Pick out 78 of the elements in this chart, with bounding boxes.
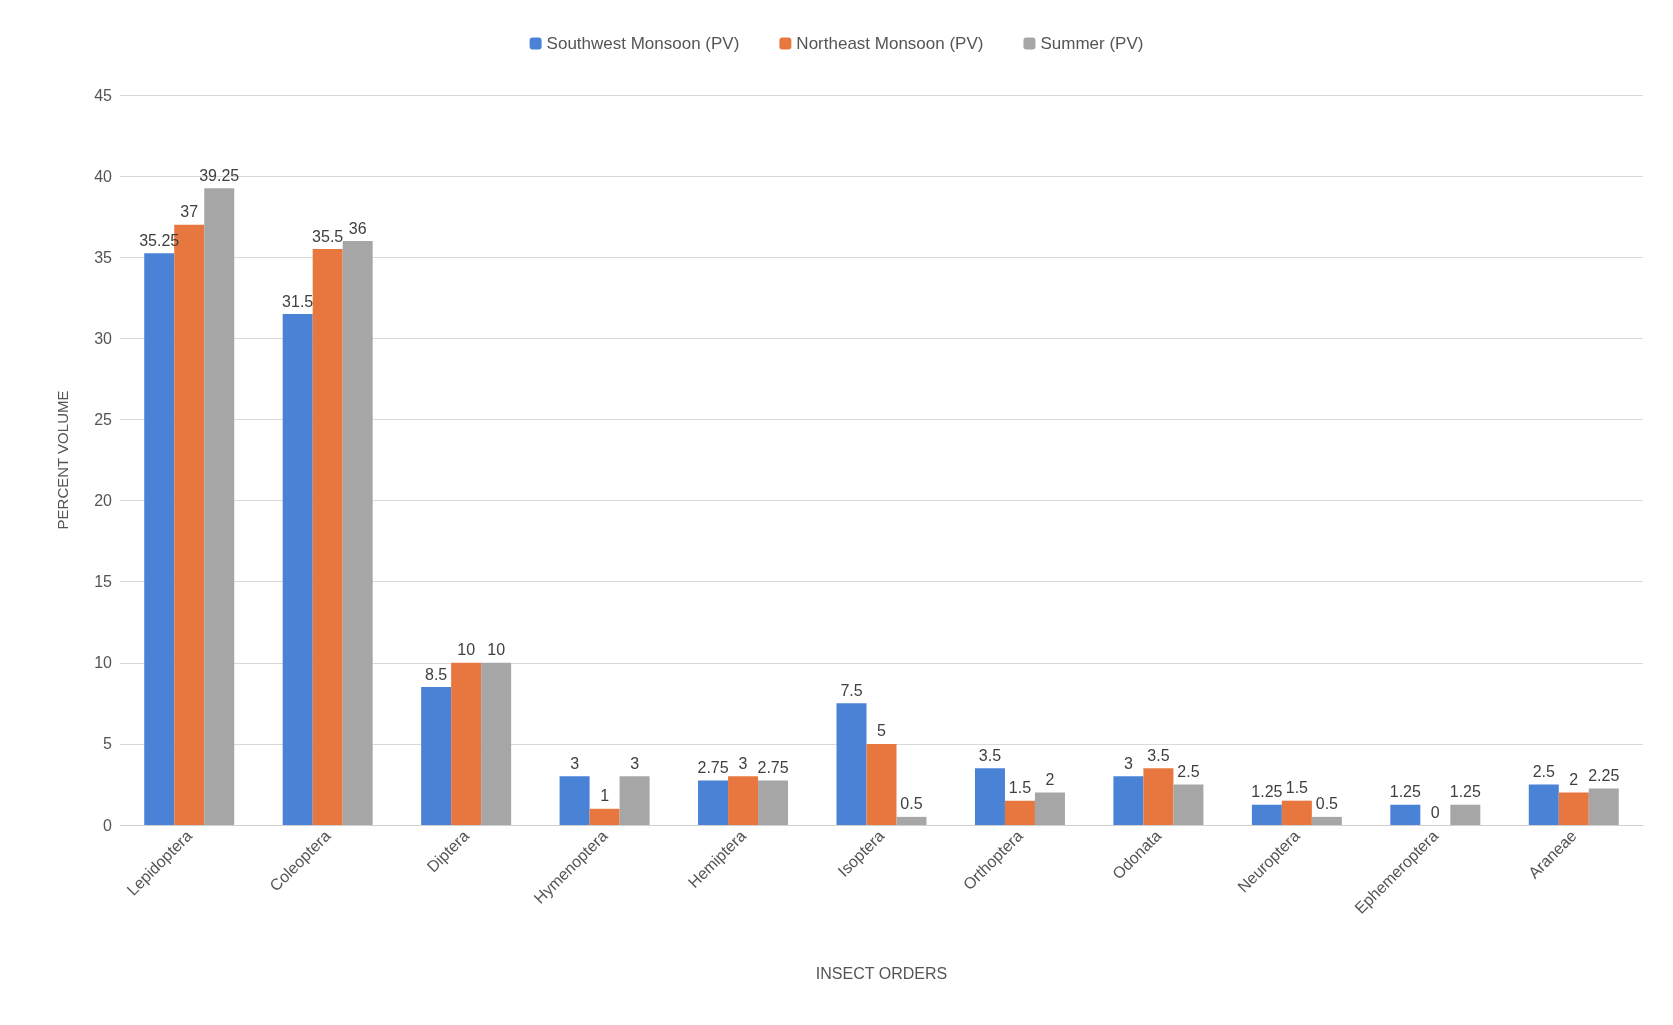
data-label: 2.75 [697, 758, 729, 776]
bar [758, 780, 789, 825]
data-label: 2 [1569, 771, 1579, 789]
data-label: 2.5 [1532, 762, 1555, 780]
bar [1450, 804, 1481, 825]
y-tick-label: 25 [94, 410, 113, 428]
data-label: 0.5 [1315, 795, 1339, 813]
legend-label: Northeast Monsoon (PV) [796, 34, 984, 53]
data-label: 3 [1123, 754, 1133, 772]
bar [1143, 768, 1174, 825]
data-label: 0.5 [900, 795, 923, 813]
bar [421, 687, 452, 825]
bar [1558, 792, 1589, 825]
data-label: 1.25 [1251, 783, 1283, 801]
y-tick-label: 5 [103, 735, 113, 753]
data-label: 3 [570, 754, 580, 772]
bar [1034, 792, 1065, 825]
bar [698, 780, 729, 825]
data-label: 8.5 [425, 665, 448, 683]
data-label: 31.5 [282, 292, 314, 310]
bar [451, 662, 482, 825]
data-label: 2.75 [757, 758, 789, 776]
x-axis-title: INSECT ORDERS [815, 964, 948, 982]
bar [1251, 804, 1282, 825]
bar [896, 816, 927, 825]
data-label: 3.5 [978, 746, 1002, 764]
data-label: 0 [1430, 803, 1440, 821]
data-label: 10 [457, 641, 476, 659]
data-label: 36 [348, 219, 367, 237]
y-tick-label: 40 [94, 167, 113, 185]
data-label: 1 [600, 787, 610, 805]
data-label: 1.5 [1008, 779, 1032, 797]
bar [619, 776, 650, 825]
bar [559, 776, 590, 825]
y-tick-label: 45 [94, 86, 113, 104]
data-label: 2.25 [1588, 767, 1620, 784]
data-label: 1.25 [1389, 783, 1421, 801]
bar [342, 241, 373, 825]
bar [836, 703, 867, 825]
data-label: 2 [1045, 771, 1055, 789]
data-label: 35.5 [312, 227, 344, 245]
y-tick-label: 35 [94, 248, 113, 266]
bar [1173, 784, 1204, 825]
bar [1004, 800, 1035, 825]
y-tick-label: 0 [103, 816, 113, 834]
data-label: 1.5 [1285, 779, 1309, 797]
bar [481, 662, 512, 825]
data-label: 1.25 [1449, 783, 1481, 801]
data-label: 5 [877, 722, 887, 740]
data-label: 37 [180, 203, 199, 221]
y-tick-label: 15 [94, 573, 113, 591]
bar [974, 768, 1005, 825]
y-tick-label: 30 [94, 329, 113, 347]
bar [312, 249, 343, 825]
y-axis-title: PERCENT VOLUME [54, 390, 71, 530]
y-tick-label: 20 [94, 492, 113, 510]
data-label: 10 [487, 641, 506, 659]
bar [144, 253, 175, 825]
legend-label: Southwest Monsoon (PV) [546, 34, 740, 53]
bar [1281, 800, 1312, 825]
bar [1113, 776, 1144, 825]
data-label: 39.25 [199, 166, 240, 184]
bar [589, 808, 620, 825]
bar [1528, 784, 1559, 825]
data-label: 3.5 [1147, 746, 1170, 764]
bar [866, 743, 897, 825]
data-label: 3 [738, 754, 748, 772]
legend-label: Summer (PV) [1040, 34, 1144, 53]
data-label: 7.5 [840, 681, 863, 699]
bar [1390, 804, 1421, 825]
y-tick-label: 10 [94, 654, 113, 672]
bar [1311, 816, 1342, 825]
bar [728, 776, 759, 825]
data-label: 3 [630, 754, 640, 772]
bar [1588, 788, 1619, 825]
bar [282, 314, 313, 825]
bar [204, 188, 235, 825]
data-label: 2.5 [1177, 762, 1200, 780]
